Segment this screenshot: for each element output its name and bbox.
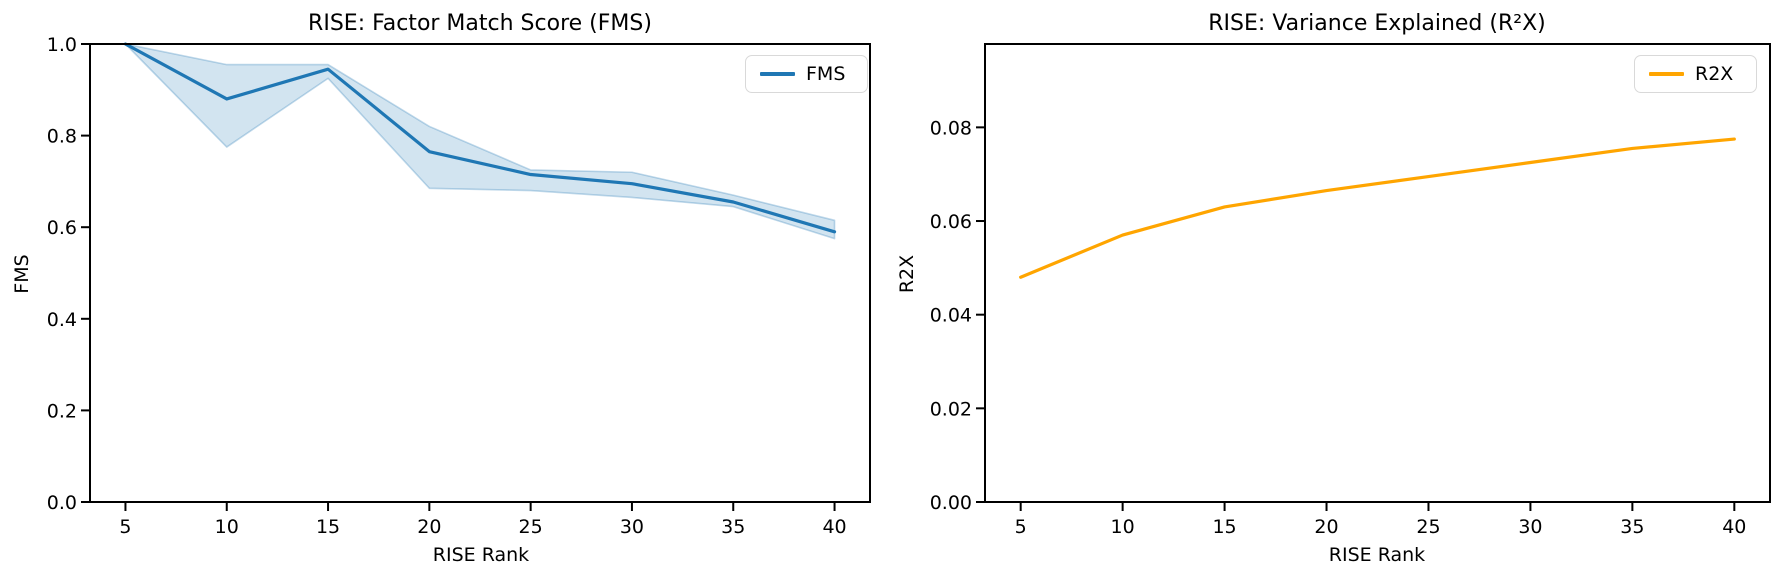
y-tick-label: 0.02 [930,398,972,420]
x-tick-label: 25 [1416,516,1440,538]
left-x-axis-label: RISE Rank [432,544,530,566]
y-tick-label: 0.04 [930,305,972,327]
x-tick-label: 30 [1518,516,1542,538]
x-tick-label: 10 [215,516,239,538]
y-tick-label: 0.08 [930,117,972,139]
left-chart-title: RISE: Factor Match Score (FMS) [308,11,652,36]
left-y-axis-label: FMS [11,254,33,294]
y-tick-label: 0.2 [47,400,77,422]
fms-line [123,42,837,234]
y-tick-label: 0.6 [47,217,77,239]
x-tick-label: 15 [316,516,340,538]
fms-legend-label: FMS [806,63,846,85]
right-chart-title: RISE: Variance Explained (R²X) [1208,11,1546,36]
x-tick-label: 25 [519,516,543,538]
x-tick-label: 30 [620,516,644,538]
x-tick-label: 20 [417,516,441,538]
y-tick-label: 1.0 [47,34,77,56]
y-tick-label: 0.8 [47,126,77,148]
x-tick-label: 5 [1015,516,1027,538]
r2x-legend-line-swatch [1649,72,1684,76]
y-tick-label: 0.4 [47,309,77,331]
fms-confidence-band [124,43,836,240]
r2x-line [1019,137,1736,279]
x-tick-label: 40 [1722,516,1746,538]
x-tick-label: 15 [1212,516,1236,538]
x-tick-label: 35 [721,516,745,538]
right-legend: R2X [1634,55,1757,93]
y-tick-label: 0.00 [930,492,972,514]
right-x-axis-label: RISE Rank [1328,544,1426,566]
left-axes-frame [89,43,871,503]
fms-legend-line-swatch [760,72,795,76]
r2x-legend-label: R2X [1695,63,1734,85]
right-axes-frame [984,43,1771,503]
y-tick-label: 0.06 [930,211,972,233]
x-tick-label: 10 [1111,516,1135,538]
left-legend: FMS [745,55,868,93]
right-y-axis-label: R2X [896,254,918,294]
x-tick-label: 20 [1314,516,1338,538]
x-tick-label: 35 [1620,516,1644,538]
y-tick-label: 0.0 [47,492,77,514]
x-tick-label: 40 [822,516,846,538]
x-tick-label: 5 [119,516,131,538]
